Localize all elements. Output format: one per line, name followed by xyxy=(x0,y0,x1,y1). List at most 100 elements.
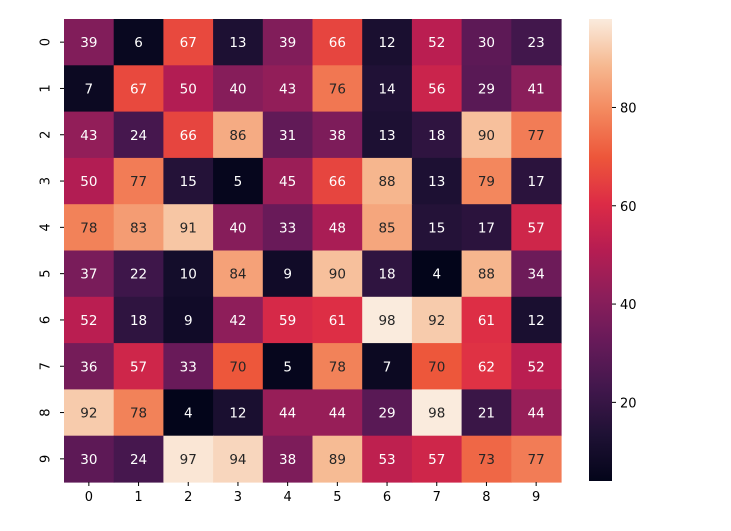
heatmap-cell-0-3 xyxy=(213,19,264,66)
heatmap-cell-5-8 xyxy=(461,250,512,298)
heatmap-cell-0-9 xyxy=(511,19,562,66)
colorbar-tick-label-2: 60 xyxy=(620,200,637,215)
heatmap-cell-8-7 xyxy=(411,389,463,437)
heatmap-cell-8-2 xyxy=(163,389,214,437)
heatmap-cell-0-0 xyxy=(64,19,115,66)
heatmap-cell-1-8 xyxy=(461,65,512,113)
cell-value-label-4-9: 57 xyxy=(528,220,545,236)
heatmap-cell-7-5 xyxy=(312,343,363,390)
heatmap-cell-7-9 xyxy=(511,343,562,390)
x-tick-label-3: 3 xyxy=(234,490,242,505)
cell-value-label-2-6: 13 xyxy=(378,128,395,144)
heatmap-cell-6-5 xyxy=(312,296,363,344)
heatmap-cell-7-8 xyxy=(461,343,512,390)
cell-value-label-4-8: 17 xyxy=(478,220,495,236)
heatmap-cell-5-5 xyxy=(312,250,363,298)
heatmap-cell-0-1 xyxy=(113,19,164,66)
heatmap-cell-7-3 xyxy=(213,343,264,390)
x-tick-label-2: 2 xyxy=(184,490,192,505)
heatmap-cell-8-4 xyxy=(262,389,314,437)
heatmap-cell-6-8 xyxy=(461,296,512,344)
heatmap-cell-5-7 xyxy=(411,250,463,298)
cell-value-label-3-5: 66 xyxy=(329,174,346,190)
y-tick-label-4: 4 xyxy=(39,223,54,231)
cell-value-label-5-2: 10 xyxy=(180,267,197,283)
heatmap-cell-8-5 xyxy=(312,389,363,437)
colorbar: 20 40 60 80 xyxy=(589,19,637,481)
heatmap-cell-7-4 xyxy=(262,343,314,390)
cell-value-label-0-9: 23 xyxy=(528,35,545,51)
y-tick-label-0: 0 xyxy=(39,38,54,46)
cell-value-label-8-9: 44 xyxy=(528,406,545,422)
heatmap-cell-3-2 xyxy=(163,157,214,205)
heatmap-cell-5-2 xyxy=(163,250,214,298)
cell-value-label-7-8: 62 xyxy=(478,359,495,375)
cell-value-label-6-4: 59 xyxy=(279,313,296,329)
heatmap-cell-0-5 xyxy=(312,19,363,66)
heatmap-cell-4-7 xyxy=(411,204,463,252)
heatmap-cell-2-0 xyxy=(64,111,115,159)
cell-value-label-1-8: 29 xyxy=(478,81,495,97)
heatmap-cell-4-1 xyxy=(113,204,164,252)
heatmap-cell-2-5 xyxy=(312,111,363,159)
cell-value-label-5-9: 34 xyxy=(528,267,545,283)
x-tick-label-6: 6 xyxy=(383,490,391,505)
cell-value-label-8-7: 98 xyxy=(428,406,445,422)
cell-value-label-5-1: 22 xyxy=(130,267,147,283)
cell-value-label-9-6: 53 xyxy=(378,452,395,468)
cell-value-label-7-7: 70 xyxy=(428,359,445,375)
heatmap-cell-3-1 xyxy=(113,157,164,205)
cell-value-label-2-2: 66 xyxy=(180,128,197,144)
cell-value-label-7-2: 33 xyxy=(180,359,197,375)
heatmap-cell-2-1 xyxy=(113,111,164,159)
cell-value-label-2-1: 24 xyxy=(130,128,147,144)
heatmap-cell-2-7 xyxy=(411,111,463,159)
x-axis: 0 1 2 3 4 5 6 7 8 9 xyxy=(85,482,540,505)
cell-value-label-4-6: 85 xyxy=(378,220,395,236)
heatmap-cell-6-4 xyxy=(262,296,314,344)
cell-value-label-4-2: 91 xyxy=(180,220,197,236)
cell-value-label-6-3: 42 xyxy=(229,313,246,329)
cell-value-label-8-0: 92 xyxy=(80,406,97,422)
cell-value-label-6-0: 52 xyxy=(80,313,97,329)
heatmap-cell-4-6 xyxy=(362,204,413,252)
cell-value-label-1-1: 67 xyxy=(130,81,147,97)
cell-value-label-0-4: 39 xyxy=(279,35,296,51)
heatmap-cell-0-2 xyxy=(163,19,214,66)
heatmap-cell-3-5 xyxy=(312,157,363,205)
colorbar-tick-label-0: 20 xyxy=(620,396,637,411)
cell-value-label-1-4: 43 xyxy=(279,81,296,97)
cell-value-label-8-5: 44 xyxy=(329,406,346,422)
cell-value-label-6-2: 9 xyxy=(184,313,193,329)
heatmap-cell-7-2 xyxy=(163,343,214,390)
heatmap-plot-area: 39 6 67 13 39 66 12 52 30 237 67 50 40 43 76 14 56 29 4143… xyxy=(64,19,562,483)
heatmap-cell-4-0 xyxy=(64,204,115,252)
cell-value-label-9-0: 30 xyxy=(80,452,97,468)
heatmap-cell-2-9 xyxy=(511,111,562,159)
heatmap-cell-1-5 xyxy=(312,65,363,113)
heatmap-cell-8-0 xyxy=(64,389,115,437)
cell-value-label-4-4: 33 xyxy=(279,220,296,236)
heatmap-cell-9-5 xyxy=(312,435,363,483)
heatmap-cell-7-1 xyxy=(113,343,164,390)
cell-value-label-8-1: 78 xyxy=(130,406,147,422)
heatmap-cell-2-4 xyxy=(262,111,314,159)
cell-value-label-6-6: 98 xyxy=(378,313,395,329)
cell-value-label-9-9: 77 xyxy=(528,452,545,468)
heatmap-cell-6-9 xyxy=(511,296,562,344)
cell-value-label-5-3: 84 xyxy=(229,267,246,283)
cell-value-label-0-2: 67 xyxy=(180,35,197,51)
heatmap-cell-7-6 xyxy=(362,343,413,390)
heatmap-cell-6-7 xyxy=(411,296,463,344)
cell-value-label-6-5: 61 xyxy=(329,313,346,329)
heatmap-cell-0-7 xyxy=(411,19,463,66)
cell-value-label-3-9: 17 xyxy=(528,174,545,190)
cell-value-label-8-4: 44 xyxy=(279,406,296,422)
cell-value-label-9-1: 24 xyxy=(130,452,147,468)
x-tick-label-9: 9 xyxy=(532,490,540,505)
colorbar-gradient-bar xyxy=(589,19,612,481)
heatmap-cell-3-7 xyxy=(411,157,463,205)
x-tick-label-5: 5 xyxy=(333,490,341,505)
cell-value-label-0-6: 12 xyxy=(378,35,395,51)
x-tick-label-4: 4 xyxy=(284,490,292,505)
